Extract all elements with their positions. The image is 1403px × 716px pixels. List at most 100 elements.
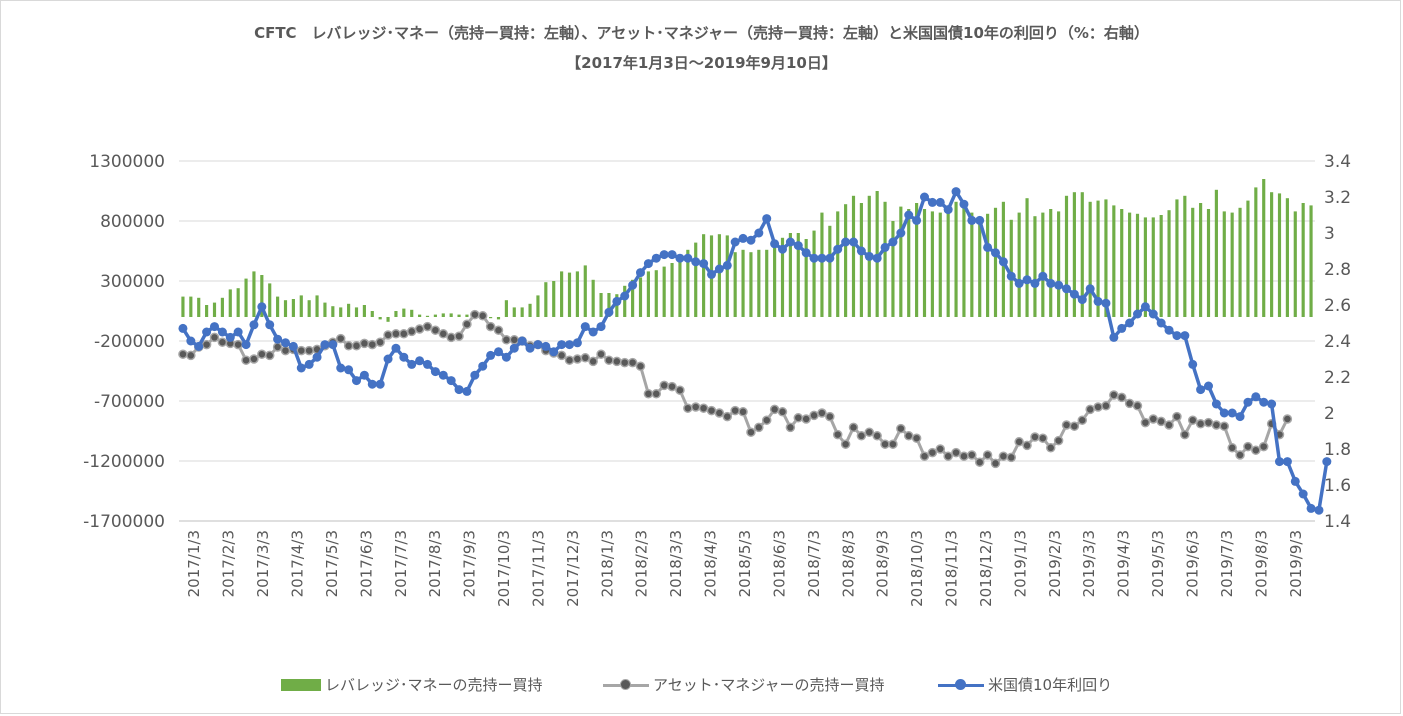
y-right-tick-label: 3.2: [1324, 188, 1351, 208]
bar-leverage: [228, 289, 232, 317]
point-treasury-yield: [1022, 275, 1032, 285]
legend-swatch-leverage: [281, 678, 321, 691]
bar-leverage: [1009, 219, 1013, 317]
point-asset-manager: [399, 329, 409, 339]
point-treasury-yield: [1275, 457, 1284, 467]
x-tick-label: 2017/10/3: [495, 530, 513, 607]
point-treasury-yield: [643, 259, 653, 269]
point-asset-manager: [367, 339, 378, 350]
bar-leverage: [946, 209, 950, 317]
point-treasury-yield: [194, 341, 204, 351]
point-treasury-yield: [738, 233, 748, 243]
y-right-tick-label: 2.2: [1324, 368, 1351, 388]
bar-leverage: [1246, 200, 1250, 317]
point-asset-manager: [391, 329, 401, 339]
bar-leverage: [1238, 207, 1242, 317]
bar-leverage: [283, 300, 288, 317]
point-asset-manager: [446, 332, 456, 343]
point-treasury-yield: [730, 237, 740, 247]
point-treasury-yield: [1054, 280, 1064, 290]
point-treasury-yield: [951, 187, 961, 197]
point-treasury-yield: [257, 302, 267, 312]
point-asset-manager: [209, 332, 220, 343]
point-treasury-yield: [778, 244, 787, 254]
y-left-tick-label: 1300000: [89, 152, 165, 172]
bar-leverage: [1206, 209, 1211, 317]
point-asset-manager: [1243, 441, 1253, 452]
point-asset-manager: [1061, 420, 1072, 430]
bar-leverage: [1049, 209, 1053, 317]
bar-leverage: [299, 295, 303, 317]
point-asset-manager: [738, 407, 748, 417]
point-asset-manager: [619, 357, 630, 368]
bar-leverage: [1183, 195, 1187, 317]
x-tick-label: 2017/8/3: [426, 530, 444, 597]
x-tick-label: 2019/5/3: [1149, 530, 1167, 597]
point-treasury-yield: [1243, 397, 1253, 407]
bar-leverage: [181, 296, 185, 317]
x-tick-label: 2018/10/3: [908, 530, 926, 607]
bar-leverage: [386, 317, 390, 322]
bar-leverage: [552, 281, 556, 317]
point-treasury-yield: [659, 250, 669, 260]
x-tick-label: 2019/1/3: [1011, 530, 1029, 597]
point-asset-manager: [1251, 445, 1261, 455]
bar-leverage: [978, 218, 982, 317]
bar-leverage: [646, 271, 650, 317]
point-asset-manager: [675, 385, 685, 395]
point-asset-manager: [1069, 421, 1080, 431]
bar-leverage: [1143, 217, 1147, 317]
bar-leverage: [631, 279, 635, 317]
point-treasury-yield: [462, 386, 472, 396]
x-tick-label: 2018/9/3: [874, 530, 892, 597]
bar-leverage: [1230, 212, 1234, 317]
bar-leverage: [489, 317, 493, 319]
x-tick-label: 2017/4/3: [288, 530, 306, 597]
bar-leverage: [970, 212, 974, 317]
line-asset-manager: [182, 313, 1289, 465]
bar-leverage: [307, 300, 311, 317]
point-asset-manager: [840, 439, 851, 449]
point-asset-manager: [1038, 433, 1048, 443]
point-asset-manager: [1164, 420, 1174, 430]
point-treasury-yield: [186, 336, 196, 346]
point-treasury-yield: [352, 376, 361, 386]
y-left-tick-label: 800000: [100, 212, 165, 232]
point-treasury-yield: [1133, 309, 1142, 319]
point-asset-manager: [509, 335, 520, 345]
point-treasury-yield: [983, 242, 993, 252]
point-asset-manager: [1077, 415, 1088, 425]
point-asset-manager: [272, 342, 283, 352]
bar-leverage: [907, 209, 911, 317]
point-asset-manager: [1014, 437, 1024, 447]
point-treasury-yield: [785, 237, 795, 247]
point-asset-manager: [1180, 429, 1190, 440]
point-asset-manager: [903, 431, 914, 441]
point-asset-manager: [1030, 432, 1040, 442]
point-asset-manager: [375, 337, 385, 347]
bar-leverage: [315, 295, 319, 317]
point-asset-manager: [1258, 441, 1269, 452]
point-treasury-yield: [675, 253, 685, 263]
bar-leverage: [741, 249, 745, 317]
point-asset-manager: [178, 349, 188, 359]
y-left-tick-label: -200000: [94, 332, 165, 352]
point-treasury-yield: [328, 340, 338, 350]
point-treasury-yield: [1148, 309, 1158, 319]
y-right-tick-label: 3: [1324, 224, 1335, 244]
point-asset-manager: [462, 319, 472, 329]
point-asset-manager: [1203, 417, 1214, 428]
bar-leverage: [820, 212, 824, 317]
bar-leverage: [638, 277, 643, 317]
bar-leverage: [370, 311, 374, 317]
bar-leverage: [725, 235, 729, 317]
point-asset-manager: [296, 345, 307, 356]
point-asset-manager: [604, 355, 614, 365]
point-treasury-yield: [486, 350, 496, 360]
bar-leverage: [1104, 199, 1108, 317]
point-treasury-yield: [296, 363, 306, 373]
point-treasury-yield: [1306, 503, 1316, 513]
point-treasury-yield: [864, 251, 874, 261]
bar-leverage: [512, 307, 516, 317]
point-treasury-yield: [1006, 271, 1016, 281]
